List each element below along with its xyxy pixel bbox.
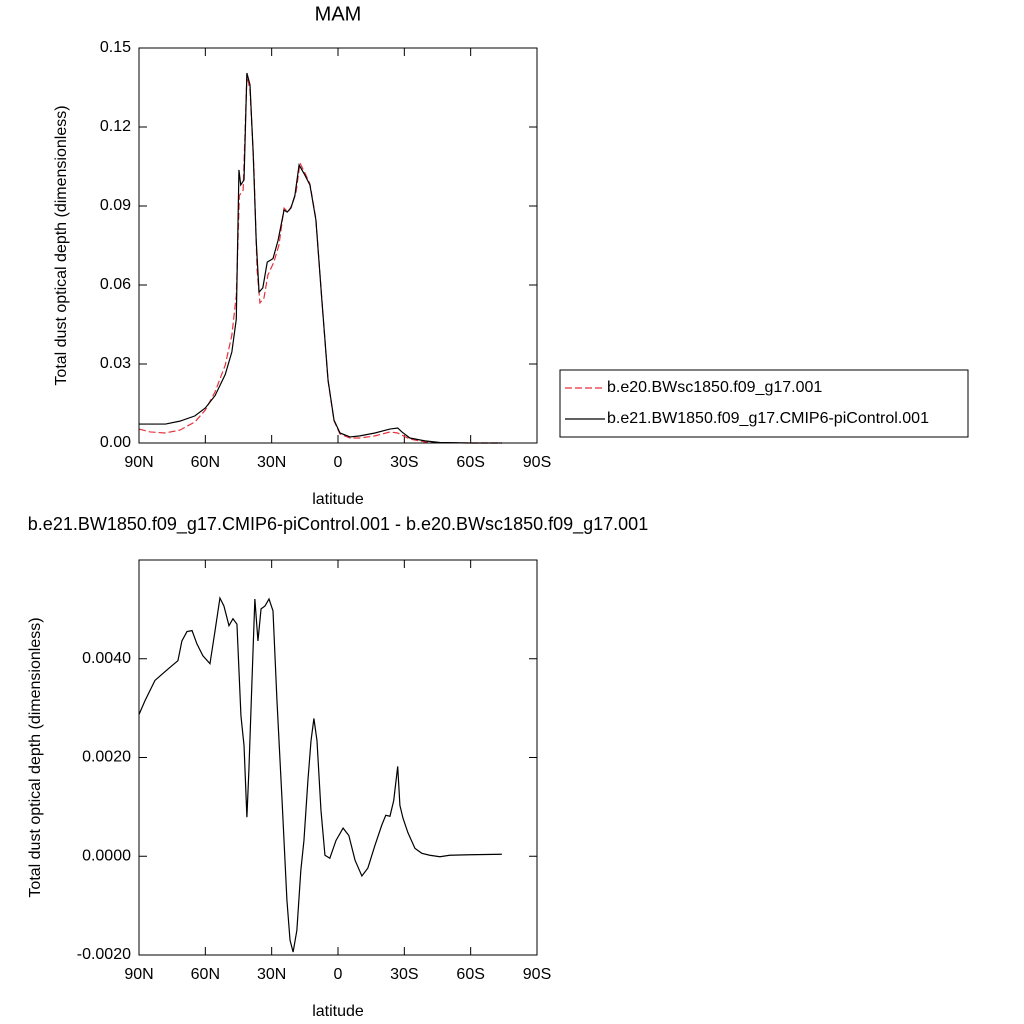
y-tick-label: -0.0020 [77, 946, 131, 963]
line-series [139, 72, 503, 444]
legend-label: b.e20.BWsc1850.f09_g17.001 [607, 379, 822, 396]
x-tick-label: 30S [390, 454, 418, 471]
line-series [138, 596, 502, 953]
x-axis-label: latitude [312, 491, 364, 508]
x-tick-label: 60N [191, 454, 220, 471]
y-tick-label: 0.09 [100, 197, 131, 214]
line-series [138, 74, 503, 444]
plot-frame [138, 559, 538, 956]
y-tick-label: 0.0000 [82, 847, 131, 864]
x-tick-label: 90S [523, 454, 551, 471]
y-tick-label: 0.0020 [82, 749, 131, 766]
y-tick-label: 0.00 [100, 434, 131, 451]
legend-box [559, 369, 969, 438]
y-tick-label: 0.03 [100, 355, 131, 372]
chart-title: MAM [315, 3, 362, 25]
x-tick-label: 0 [334, 966, 343, 983]
x-axis-label: latitude [312, 1003, 364, 1020]
y-axis-label: Total dust optical depth (dimensionless) [27, 617, 44, 897]
legend-label: b.e21.BW1850.f09_g17.CMIP6-piControl.001 [607, 410, 929, 427]
y-tick-label: 0.12 [100, 118, 131, 135]
y-tick-label: 0.06 [100, 276, 131, 293]
plot-frame [138, 47, 538, 444]
x-tick-label: 30N [257, 454, 286, 471]
chart-title: b.e21.BW1850.f09_g17.CMIP6-piControl.001… [28, 514, 648, 535]
x-tick-label: 30S [390, 966, 418, 983]
y-tick-label: 0.0040 [82, 650, 131, 667]
y-tick-label: 0.15 [100, 39, 131, 56]
x-tick-label: 0 [334, 454, 343, 471]
x-tick-label: 90S [523, 966, 551, 983]
y-axis-label: Total dust optical depth (dimensionless) [53, 105, 70, 385]
x-tick-label: 60S [456, 454, 484, 471]
x-tick-label: 30N [257, 966, 286, 983]
x-tick-label: 90N [124, 966, 153, 983]
x-tick-label: 60N [191, 966, 220, 983]
x-tick-label: 90N [124, 454, 153, 471]
x-tick-label: 60S [456, 966, 484, 983]
